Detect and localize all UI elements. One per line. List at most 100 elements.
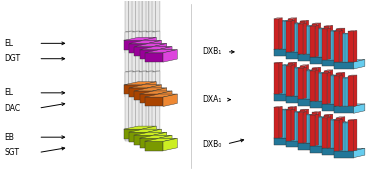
Polygon shape: [149, 31, 153, 97]
Polygon shape: [291, 24, 294, 52]
Polygon shape: [140, 91, 150, 96]
Polygon shape: [342, 146, 353, 155]
Polygon shape: [322, 72, 331, 73]
Polygon shape: [152, 32, 156, 97]
Polygon shape: [286, 141, 305, 147]
Polygon shape: [129, 44, 147, 53]
Polygon shape: [132, 0, 136, 53]
Polygon shape: [297, 23, 304, 24]
Text: DXA₁: DXA₁: [202, 95, 222, 104]
Polygon shape: [286, 138, 317, 141]
Polygon shape: [330, 75, 337, 76]
Polygon shape: [310, 115, 315, 146]
Polygon shape: [282, 20, 289, 21]
Polygon shape: [318, 23, 321, 54]
Polygon shape: [334, 106, 353, 113]
Polygon shape: [306, 26, 310, 54]
Polygon shape: [145, 94, 177, 97]
Polygon shape: [149, 0, 153, 53]
Polygon shape: [345, 123, 349, 151]
Text: DGT: DGT: [5, 54, 20, 63]
Polygon shape: [327, 28, 331, 60]
Polygon shape: [322, 101, 353, 104]
Polygon shape: [150, 97, 160, 102]
Polygon shape: [300, 66, 305, 96]
Polygon shape: [303, 71, 307, 99]
Polygon shape: [132, 32, 136, 97]
Polygon shape: [305, 138, 317, 147]
Polygon shape: [286, 20, 294, 21]
Polygon shape: [318, 73, 322, 101]
Polygon shape: [334, 62, 353, 69]
Polygon shape: [150, 132, 164, 140]
Polygon shape: [339, 122, 346, 123]
Polygon shape: [324, 70, 333, 71]
Polygon shape: [279, 110, 282, 138]
Polygon shape: [288, 20, 292, 49]
Polygon shape: [348, 31, 353, 62]
Polygon shape: [310, 143, 341, 146]
Polygon shape: [324, 25, 333, 26]
Polygon shape: [160, 94, 175, 102]
Polygon shape: [342, 34, 345, 62]
Polygon shape: [140, 132, 164, 136]
Polygon shape: [322, 117, 331, 118]
Polygon shape: [288, 62, 297, 63]
Text: EL: EL: [5, 39, 14, 48]
Polygon shape: [286, 52, 305, 59]
Polygon shape: [315, 25, 319, 57]
Polygon shape: [155, 136, 169, 143]
Polygon shape: [321, 28, 328, 29]
Polygon shape: [324, 71, 330, 101]
Polygon shape: [139, 0, 142, 53]
Polygon shape: [306, 115, 310, 143]
Polygon shape: [313, 25, 316, 54]
Polygon shape: [150, 44, 164, 51]
Polygon shape: [343, 77, 346, 106]
Polygon shape: [294, 112, 298, 141]
Polygon shape: [136, 0, 140, 53]
Polygon shape: [145, 129, 159, 137]
Polygon shape: [145, 50, 155, 55]
Polygon shape: [303, 114, 310, 115]
Polygon shape: [330, 99, 341, 108]
Polygon shape: [298, 67, 307, 68]
Polygon shape: [330, 143, 341, 153]
Polygon shape: [150, 53, 160, 58]
Polygon shape: [334, 119, 337, 148]
Polygon shape: [147, 129, 161, 142]
Polygon shape: [139, 72, 142, 141]
Polygon shape: [322, 104, 342, 111]
Polygon shape: [298, 24, 303, 54]
Polygon shape: [322, 146, 353, 148]
Polygon shape: [149, 71, 153, 141]
Polygon shape: [136, 31, 140, 97]
Polygon shape: [306, 25, 313, 26]
Polygon shape: [309, 71, 313, 99]
Polygon shape: [300, 110, 305, 141]
Polygon shape: [339, 33, 346, 34]
Polygon shape: [348, 119, 357, 120]
Polygon shape: [325, 28, 328, 57]
Polygon shape: [293, 47, 305, 56]
Polygon shape: [129, 132, 147, 142]
Polygon shape: [160, 139, 175, 146]
Polygon shape: [163, 50, 177, 62]
Polygon shape: [318, 117, 322, 146]
Polygon shape: [124, 40, 142, 50]
Polygon shape: [129, 71, 133, 141]
Polygon shape: [140, 136, 150, 140]
Polygon shape: [291, 68, 294, 96]
Polygon shape: [147, 40, 161, 53]
Polygon shape: [315, 73, 319, 101]
Polygon shape: [139, 94, 158, 103]
Polygon shape: [353, 75, 357, 106]
Polygon shape: [152, 132, 167, 145]
Polygon shape: [139, 135, 172, 138]
Polygon shape: [282, 65, 286, 94]
Polygon shape: [274, 138, 293, 145]
Polygon shape: [150, 94, 175, 97]
Polygon shape: [309, 70, 316, 71]
Polygon shape: [310, 70, 313, 99]
Polygon shape: [125, 32, 129, 97]
